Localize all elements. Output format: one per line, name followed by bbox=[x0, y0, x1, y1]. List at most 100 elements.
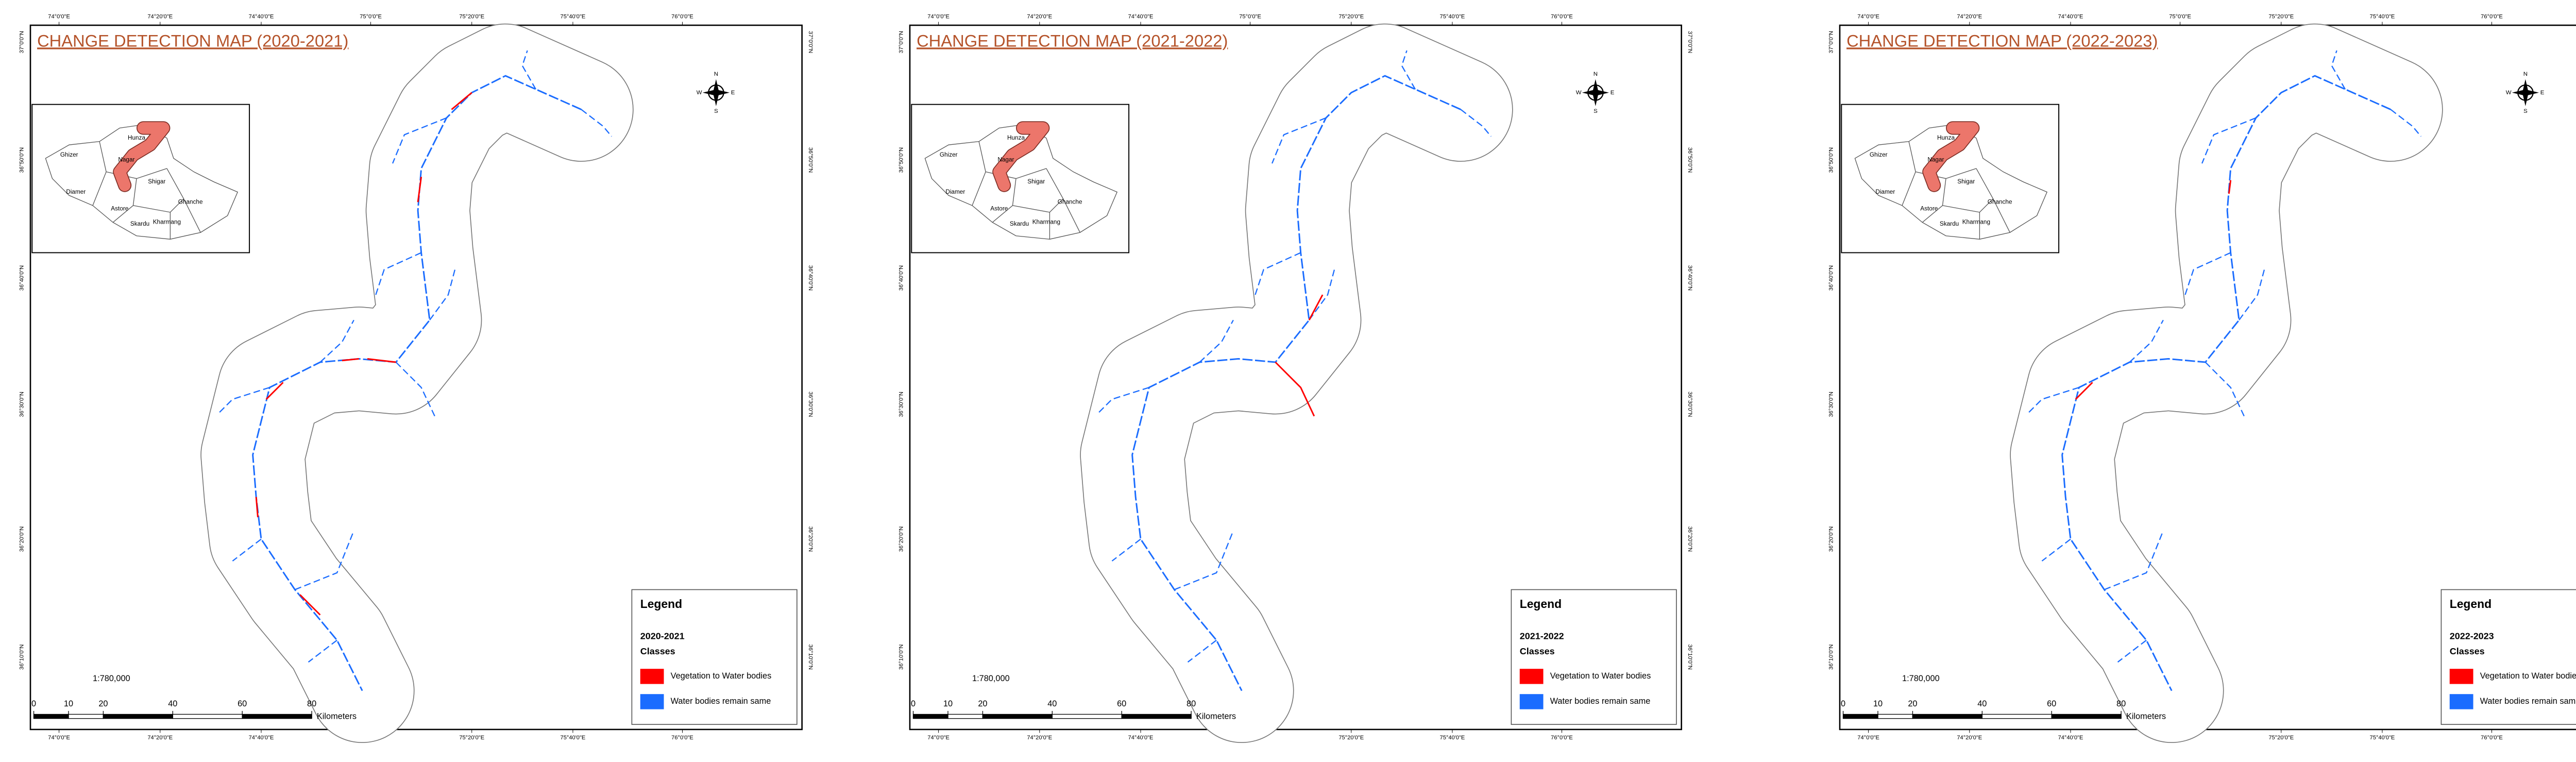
longitude-label: 74°40'0"E bbox=[1128, 14, 1154, 20]
longitude-label: 75°40'0"E bbox=[2370, 735, 2395, 741]
scale-tick-label: 10 bbox=[64, 699, 73, 708]
inset-label: Ghizer bbox=[1870, 151, 1888, 158]
scale-tick-label: 0 bbox=[911, 699, 916, 708]
scale-bar-segment bbox=[1981, 714, 2052, 719]
inset-label: Hunza bbox=[1937, 134, 1955, 141]
legend-swatch bbox=[1519, 669, 1544, 684]
change-segment bbox=[255, 497, 259, 517]
scale-bar-segment bbox=[2051, 714, 2122, 719]
river bbox=[1199, 319, 1234, 363]
map-panel: 74°0'0"E 74°0'0"E 74°20'0"E 74°20'0"E 74°40'… bbox=[19, 14, 814, 743]
compass-w: W bbox=[697, 90, 702, 96]
latitude-label: 36°10'0"N bbox=[1687, 645, 1693, 670]
scale-tick-label: 0 bbox=[31, 699, 36, 708]
longitude-label: 74°40'0"E bbox=[249, 735, 274, 741]
scale-unit: Kilometers bbox=[2126, 712, 2166, 721]
scale-tick-label: 40 bbox=[168, 699, 177, 708]
legend-period: 2022-2023 bbox=[2450, 631, 2494, 641]
scale-bar-segment bbox=[982, 714, 1053, 719]
longitude-label: 75°40'0"E bbox=[561, 735, 586, 741]
longitude-label: 74°0'0"E bbox=[927, 14, 950, 20]
longitude-label: 74°20'0"E bbox=[1027, 735, 1052, 741]
longitude-label: 76°0'0"E bbox=[671, 735, 693, 741]
compass-e: E bbox=[731, 90, 735, 96]
latitude-label: 36°30'0"N bbox=[1828, 392, 1835, 417]
scale-bar-segment bbox=[1052, 714, 1122, 719]
scale-bar-segment bbox=[1877, 714, 1913, 719]
scale-bar-segment bbox=[172, 714, 243, 719]
legend-label: Vegetation to Water bodies bbox=[1550, 671, 1651, 681]
river bbox=[2201, 117, 2257, 164]
legend-label: Water bodies remain same bbox=[1550, 697, 1651, 706]
river bbox=[2117, 639, 2147, 663]
longitude-label: 75°20'0"E bbox=[2268, 14, 2294, 20]
north-arrow: N S E W bbox=[2506, 71, 2545, 114]
compass-star bbox=[1582, 79, 1609, 106]
river bbox=[392, 117, 447, 164]
river bbox=[429, 269, 456, 320]
river bbox=[2184, 252, 2231, 295]
compass-e: E bbox=[1611, 90, 1615, 96]
legend: Legend 2022-2023 Classes Vegetation to Wate… bbox=[2441, 589, 2576, 725]
river bbox=[2239, 269, 2265, 320]
legend-title: Legend bbox=[2450, 597, 2492, 611]
inset-label: Diamer bbox=[1875, 189, 1895, 195]
scale-bar-segment bbox=[947, 714, 984, 719]
inset-highlight bbox=[993, 122, 1049, 192]
compass-s: S bbox=[2523, 108, 2528, 114]
inset-label: Ghanche bbox=[178, 198, 203, 205]
inset-label: Kharmang bbox=[1032, 219, 1060, 226]
legend-title: Legend bbox=[640, 597, 682, 611]
longitude-label: 74°40'0"E bbox=[1128, 735, 1154, 741]
latitude-label: 36°30'0"N bbox=[19, 392, 25, 417]
inset-boundary bbox=[992, 178, 1016, 223]
inset-boundary bbox=[112, 178, 137, 223]
inset-label: Skardu bbox=[130, 221, 149, 227]
compass-s: S bbox=[714, 108, 718, 114]
inset-map: Ghizer Hunza Nagar Shigar Diamer Astore Ghanch… bbox=[1841, 104, 2060, 253]
scale-bar-segment bbox=[242, 714, 312, 719]
longitude-label: 74°0'0"E bbox=[48, 14, 70, 20]
scale-bar-segment bbox=[912, 714, 948, 719]
inset-label: Astore bbox=[111, 206, 128, 212]
north-arrow: N S E W bbox=[1576, 71, 1615, 114]
inset-label: Nagar bbox=[997, 157, 1014, 163]
legend-swatch bbox=[2449, 694, 2473, 709]
scale-tick-label: 0 bbox=[1841, 699, 1845, 708]
latitude-label: 36°20'0"N bbox=[1828, 527, 1835, 552]
inset-boundary bbox=[1922, 178, 1946, 223]
inset-label: Hunza bbox=[128, 134, 145, 141]
scale-bar-segment bbox=[103, 714, 173, 719]
latitude-label: 37°0'0"N bbox=[807, 31, 814, 53]
latitude-label: 37°0'0"N bbox=[19, 31, 25, 53]
compass-w: W bbox=[1576, 90, 1582, 96]
latitude-label: 36°40'0"N bbox=[807, 265, 814, 291]
longitude-label: 76°0'0"E bbox=[2481, 14, 2503, 20]
change-segment bbox=[342, 358, 359, 362]
river bbox=[2129, 319, 2164, 363]
longitude-label: 74°20'0"E bbox=[147, 735, 173, 741]
river bbox=[2061, 75, 2391, 691]
longitude-label: 74°20'0"E bbox=[1957, 14, 1982, 20]
legend-subtitle: Classes bbox=[2450, 646, 2485, 656]
scale-tick-label: 80 bbox=[1187, 699, 1196, 708]
inset-boundary bbox=[1046, 168, 1080, 233]
inset-label: Skardu bbox=[1940, 221, 1959, 227]
legend-period: 2020-2021 bbox=[640, 631, 685, 641]
latitude-label: 36°10'0"N bbox=[19, 645, 25, 670]
scale-tick-label: 40 bbox=[1977, 699, 1987, 708]
inset-boundary bbox=[1902, 141, 1916, 206]
scale-ratio: 1:780,000 bbox=[972, 674, 1010, 683]
river bbox=[1271, 117, 1327, 164]
inset-label: Nagar bbox=[1927, 157, 1944, 163]
latitude-label: 36°10'0"N bbox=[1828, 645, 1835, 670]
longitude-label: 74°0'0"E bbox=[1857, 735, 1879, 741]
inset-label: Astore bbox=[1920, 206, 1938, 212]
river bbox=[1174, 530, 1234, 590]
longitude-label: 76°0'0"E bbox=[1551, 14, 1573, 20]
legend: Legend 2020-2021 Classes Vegetation to Wate… bbox=[631, 589, 798, 725]
latitude-label: 36°20'0"N bbox=[899, 527, 905, 552]
longitude-label: 75°20'0"E bbox=[2268, 735, 2294, 741]
legend-subtitle: Classes bbox=[1520, 646, 1555, 656]
